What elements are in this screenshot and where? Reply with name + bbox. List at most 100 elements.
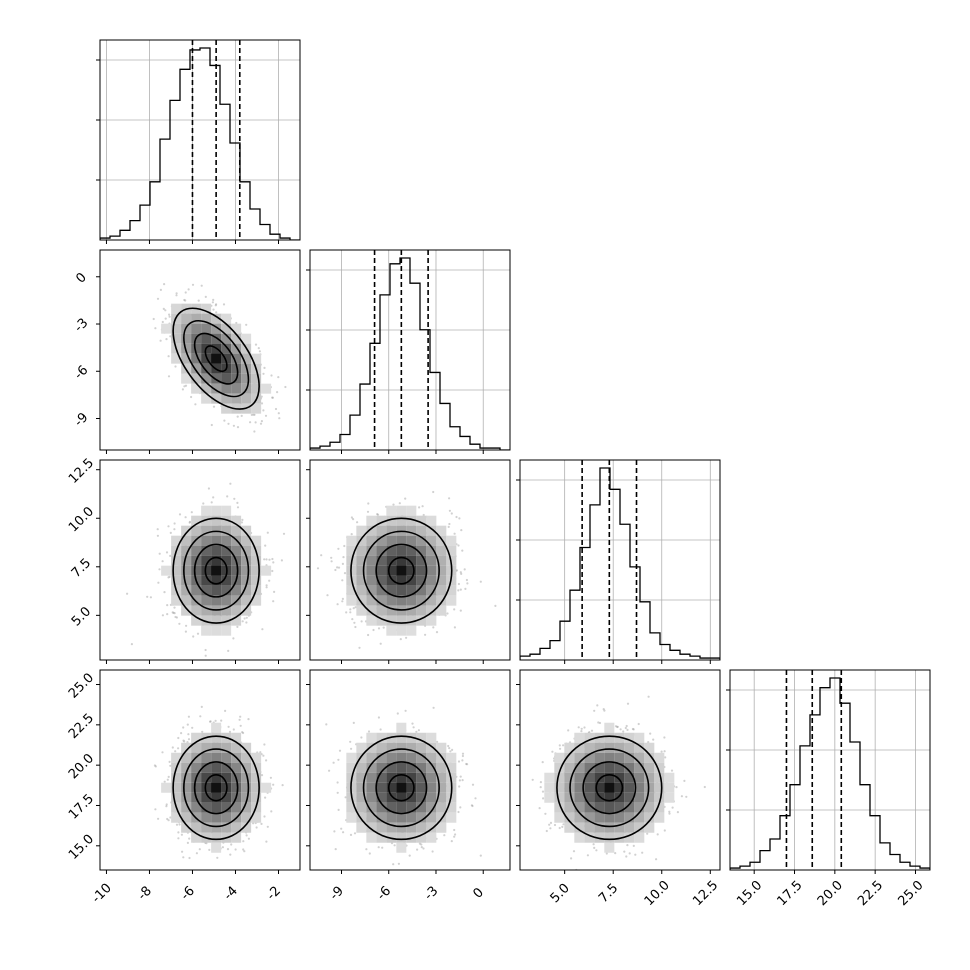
density-pixel — [211, 792, 222, 803]
density-pixel — [416, 802, 427, 813]
density-pixel — [356, 565, 367, 576]
density-pixel — [386, 575, 397, 586]
scatter-point — [195, 852, 198, 855]
scatter-point — [173, 612, 176, 615]
panel-frame — [99, 459, 301, 661]
density-pixel — [191, 515, 202, 526]
scatter-point — [211, 301, 214, 304]
scatter-point — [349, 833, 353, 837]
density-pixel — [356, 792, 367, 803]
density-pixel — [436, 545, 447, 556]
scatter-point — [184, 299, 187, 302]
density-pixel — [241, 762, 252, 773]
x-tick-label: 0 — [471, 885, 487, 901]
scatter-point — [196, 632, 200, 635]
scatter-point — [190, 511, 193, 514]
density-pixel — [356, 595, 367, 606]
scatter-point — [663, 750, 666, 753]
density-pixel — [624, 762, 635, 773]
scatter-point — [243, 617, 246, 620]
scatter-point — [259, 422, 263, 425]
density-pixel — [211, 595, 222, 606]
scatter-point — [412, 726, 415, 729]
scatter-point — [236, 426, 240, 429]
scatter-point — [646, 832, 649, 835]
density-pixel — [251, 812, 262, 823]
density-pixel — [221, 752, 232, 763]
x-tick-label: -3 — [422, 884, 442, 904]
density-pixel — [366, 615, 377, 626]
density-pixel — [376, 525, 387, 536]
scatter-point — [169, 335, 172, 338]
panel-frame — [519, 459, 721, 661]
peak-pixel — [211, 353, 222, 364]
scatter-point — [353, 832, 357, 835]
x-tick-label: 17.5 — [775, 878, 806, 909]
density-pixel — [191, 762, 202, 773]
scatter-point — [167, 775, 170, 779]
density-pixel — [614, 822, 625, 833]
scatter-point — [166, 613, 169, 616]
density-pixel — [221, 393, 232, 404]
density-pixel — [211, 313, 222, 324]
panel-frame — [309, 249, 511, 451]
density-pixel — [426, 762, 437, 773]
scatter-point — [180, 732, 183, 735]
density-pixel — [171, 333, 182, 344]
scatter-point — [593, 846, 596, 850]
contour-3 — [172, 307, 260, 410]
density-pixel — [406, 792, 417, 803]
scatter-point — [156, 297, 160, 300]
density-pixel — [201, 525, 212, 536]
density-pixel — [366, 782, 377, 793]
density-pixel — [396, 762, 407, 773]
scatter-point — [166, 604, 169, 607]
scatter-point — [169, 764, 172, 767]
scatter-point — [577, 726, 580, 729]
density-pixel — [426, 595, 437, 606]
density-pixel — [654, 752, 665, 763]
density-pixel — [654, 802, 665, 813]
density-pixel — [654, 772, 665, 783]
scatter-point — [367, 730, 371, 733]
density-pixel — [181, 353, 192, 364]
density-pixel — [376, 585, 387, 596]
scatter-point — [637, 722, 640, 726]
density-pixel — [201, 605, 212, 616]
density-pixel — [446, 585, 457, 596]
density-pixel — [574, 832, 585, 843]
scatter-point — [229, 482, 232, 485]
scatter-point — [183, 740, 186, 743]
scatter-point — [542, 797, 545, 800]
scatter-point — [263, 815, 266, 818]
contour-0 — [387, 774, 415, 802]
scatter-point — [588, 731, 591, 734]
density-pixel — [634, 772, 645, 783]
scatter-point — [240, 521, 243, 524]
scatter-point — [647, 695, 650, 698]
density-pixel — [604, 802, 615, 813]
density-pixel — [624, 832, 635, 843]
scatter-point — [598, 721, 602, 725]
density-pixel — [624, 802, 635, 813]
scatter-point — [214, 304, 217, 307]
scatter-point — [353, 621, 356, 624]
density-pixel — [614, 792, 625, 803]
contour-0 — [204, 556, 228, 585]
scatter-point — [178, 622, 181, 625]
density-pixel — [634, 752, 645, 763]
density-pixel — [241, 752, 252, 763]
density-pixel — [624, 772, 635, 783]
scatter-point — [641, 851, 644, 854]
scatter-point — [634, 853, 637, 856]
density-pixel — [191, 832, 202, 843]
density-pixel — [201, 762, 212, 773]
scatter-point — [271, 396, 274, 399]
scatter-point — [264, 796, 267, 799]
scatter-point — [233, 497, 236, 500]
density-pixel — [396, 545, 407, 556]
density-pixel — [436, 605, 447, 616]
scatter-point — [154, 765, 157, 768]
scatter-point — [377, 846, 380, 849]
x-tick-label: 12.5 — [690, 878, 721, 909]
